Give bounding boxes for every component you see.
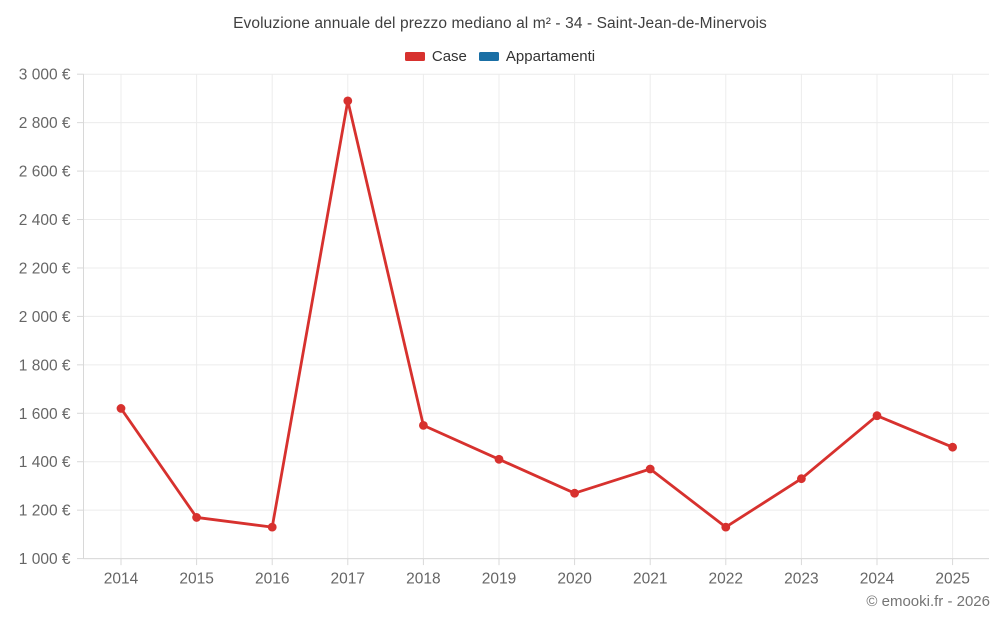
legend-item-case[interactable]: Case: [404, 47, 467, 65]
data-point-case-2014[interactable]: [116, 404, 126, 413]
y-axis-tick-label: 2 400 €: [19, 212, 71, 229]
data-point-case-2018[interactable]: [419, 420, 428, 430]
series-line-case: [119, 99, 954, 529]
data-point-case-2017[interactable]: [343, 96, 353, 106]
y-axis-tick-label: 2 000 €: [19, 309, 71, 326]
y-axis-tick-label: 3 000 €: [19, 67, 71, 84]
data-point-case-2022[interactable]: [721, 522, 731, 532]
x-axis-tick-label: 2016: [255, 571, 289, 588]
y-axis-tick-label: 1 800 €: [19, 357, 71, 374]
x-axis-tick-label: 2017: [331, 571, 365, 588]
x-axis-tick-label: 2019: [482, 571, 516, 588]
chart-legend: Case Appartamenti: [0, 47, 1000, 65]
x-axis-tick-label: 2025: [935, 571, 969, 588]
y-axis-tick-label: 1 000 €: [19, 551, 71, 568]
legend-label-appartamenti: Appartamenti: [505, 47, 596, 65]
x-axis-tick-label: 2024: [860, 571, 895, 588]
x-axis-tick-label: 2015: [179, 571, 213, 588]
x-axis-tick-label: 2020: [557, 571, 592, 588]
data-point-case-2020[interactable]: [570, 488, 579, 498]
data-point-case-2023[interactable]: [797, 474, 806, 484]
y-axis-tick-label: 1 600 €: [19, 406, 71, 423]
y-axis-tick-label: 2 600 €: [19, 164, 71, 181]
legend-label-case: Case: [431, 47, 467, 65]
x-axis-tick-label: 2018: [406, 571, 440, 588]
y-axis-tick-label: 2 800 €: [19, 115, 71, 132]
y-axis-tick-label: 2 200 €: [19, 260, 71, 277]
legend-item-appartamenti[interactable]: Appartamenti: [478, 47, 596, 65]
case-swatch-icon: [404, 51, 425, 61]
data-point-case-2021[interactable]: [645, 464, 655, 474]
x-axis-tick-label: 2014: [104, 571, 139, 588]
data-point-case-2025[interactable]: [948, 442, 957, 452]
copyright-credit: © emooki.fr - 2026: [866, 593, 990, 610]
data-point-case-2016[interactable]: [267, 522, 277, 532]
y-axis-tick-label: 1 200 €: [19, 503, 71, 520]
data-point-case-2019[interactable]: [494, 454, 504, 464]
y-axis-tick-label: 1 400 €: [19, 454, 71, 471]
data-point-case-2024[interactable]: [872, 411, 882, 421]
data-point-case-2015[interactable]: [192, 513, 202, 522]
x-axis-tick-label: 2023: [784, 571, 818, 588]
x-axis-tick-label: 2022: [709, 571, 743, 588]
chart-title: Evoluzione annuale del prezzo mediano al…: [233, 15, 767, 32]
appartamenti-swatch-icon: [478, 51, 499, 61]
x-axis-tick-label: 2021: [633, 571, 667, 588]
